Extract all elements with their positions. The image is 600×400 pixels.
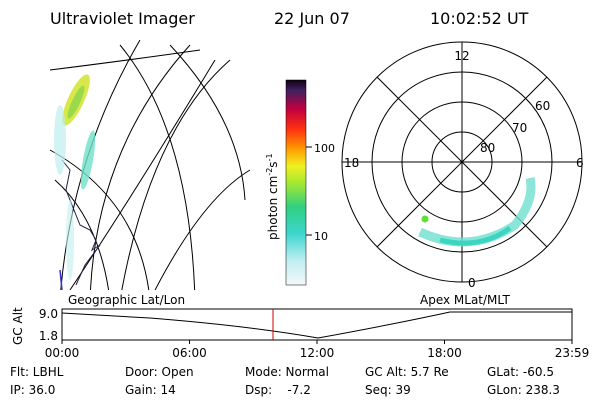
info-field: GLat: -60.5 [487, 365, 554, 379]
altitude-tick-label: 1.8 [39, 329, 58, 343]
colorbar-tick-label: 10 [314, 230, 328, 243]
mlt-label: 0 [468, 276, 476, 290]
time-tick-label: 18:00 [427, 346, 462, 360]
lat-label: 80 [480, 141, 495, 155]
lat-label: 70 [512, 121, 527, 135]
info-field: IP: 36.0 [10, 383, 55, 397]
altitude-axis-label: GC Alt [11, 307, 25, 345]
date: 22 Jun 07 [274, 9, 350, 28]
colorbar-tick-label: 100 [314, 142, 335, 155]
projection-label: Apex MLat/MLT [420, 293, 510, 307]
info-field: GLon: 238.3 [487, 383, 560, 397]
geographic-map [49, 40, 251, 290]
info-field: Door: Open [125, 365, 194, 379]
mlt-label: 12 [454, 49, 469, 63]
info-field: Gain: 14 [125, 383, 176, 397]
time-tick-label: 00:00 [45, 346, 80, 360]
colorbar-label: photon cm-2s-1 [265, 153, 280, 240]
altitude-frame [61, 308, 573, 341]
color-bar [285, 79, 307, 286]
projection-label: Geographic Lat/Lon [68, 293, 185, 307]
altitude-curve [61, 311, 572, 339]
time: 10:02:52 UT [430, 9, 529, 28]
mlt-label: 18 [344, 156, 359, 170]
info-field: Dsp: -7.2 [245, 383, 311, 397]
info-field: Flt: LBHL [10, 365, 64, 379]
info-field: Mode: Normal [245, 365, 329, 379]
time-tick-label: 06:00 [172, 346, 207, 360]
polar-plot [341, 41, 583, 283]
title: Ultraviolet Imager [50, 9, 195, 28]
time-tick-label: 23:59 [555, 346, 590, 360]
altitude-tick-label: 9.0 [39, 307, 58, 321]
mlt-label: 6 [576, 156, 584, 170]
info-field: GC Alt: 5.7 Re [365, 365, 449, 379]
info-field: Seq: 39 [365, 383, 411, 397]
time-tick-label: 12:00 [300, 346, 335, 360]
lat-label: 60 [535, 99, 550, 113]
